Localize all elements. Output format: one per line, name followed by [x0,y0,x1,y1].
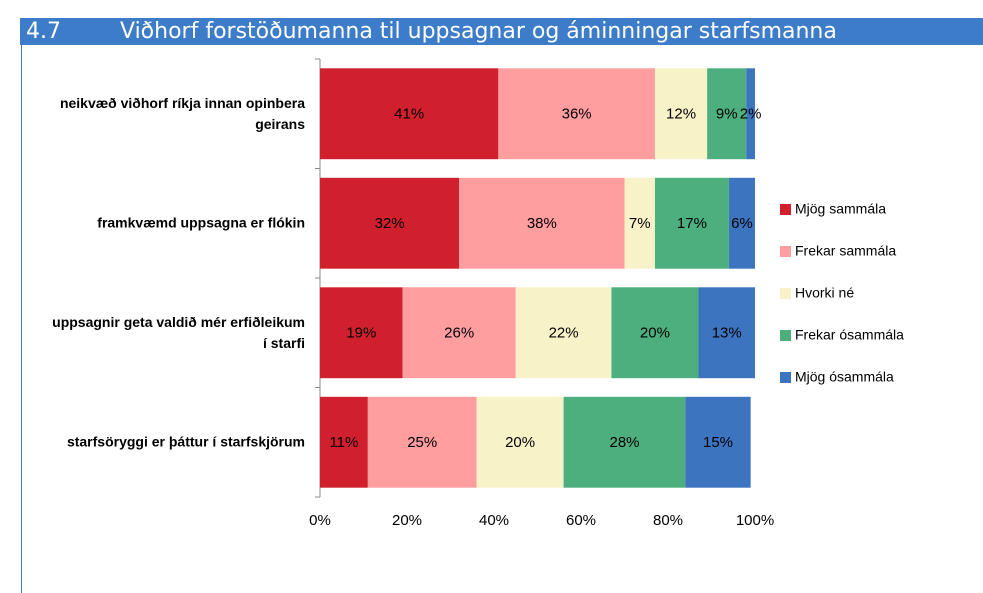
bar-segment [654,177,729,269]
bar-segment [624,177,655,269]
data-label: 2% [740,106,762,123]
bar-segment [459,177,625,269]
bar-segment [654,68,708,160]
data-label: 32% [375,215,405,232]
bar-segment [698,287,755,379]
bar-segment [367,396,477,488]
data-label: 17% [677,215,707,232]
bar-segment [476,396,564,488]
category-label: neikvæð viðhorf ríkja innan opinbera gei… [59,94,305,132]
x-tick-label: 40% [479,512,509,529]
x-tick-label: 80% [653,512,683,529]
legend-label: Mjög sammála [795,201,886,217]
x-tick-label: 20% [392,512,422,529]
legend-label: Hvorki né [795,285,854,301]
data-label: 22% [549,325,579,342]
data-label: 19% [346,325,376,342]
category-label: uppsagnir geta valdið mér erfiðleikum í … [52,313,305,351]
data-label: 7% [629,215,651,232]
legend-swatch [780,288,791,299]
data-label: 13% [712,325,742,342]
data-label: 41% [394,106,424,123]
data-label: 38% [527,215,557,232]
x-tick-label: 0% [309,512,331,529]
bar-segment [728,177,755,269]
data-label: 25% [407,434,437,451]
legend-swatch [780,330,791,341]
bar-segment [685,396,751,488]
bar-segment [320,177,460,269]
section-header: 4.7 Viðhorf forstöðumanna til uppsagnar … [20,18,983,45]
legend-swatch [780,204,791,215]
data-label: 20% [640,325,670,342]
legend-label: Mjög ósammála [795,369,894,385]
data-label: 36% [562,106,592,123]
x-tick-label: 60% [566,512,596,529]
data-label: 28% [609,434,639,451]
data-label: 12% [666,106,696,123]
bar-segment [402,287,516,379]
bar-segment [320,396,368,488]
side-rule [21,45,22,593]
x-tick-label: 100% [736,512,774,529]
bar-segment [515,287,612,379]
legend-label: Frekar sammála [795,243,896,259]
data-label: 15% [703,434,733,451]
data-label: 26% [444,325,474,342]
legend-swatch [780,372,791,383]
data-label: 11% [329,434,358,451]
bar-segment [563,396,686,488]
bar-segment [611,287,699,379]
category-label: framkvæmd uppsagna er flókin [97,214,305,231]
bar-segment [498,68,655,160]
data-label: 9% [716,106,738,123]
legend-label: Frekar ósammála [795,327,904,343]
bar-segment [320,287,403,379]
category-label: starfsöryggi er þáttur í starfskjörum [66,433,305,450]
chart-title: Viðhorf forstöðumanna til uppsagnar og á… [120,19,837,44]
section-number: 4.7 [26,19,61,44]
data-label: 20% [505,434,535,451]
bar-segment [707,68,747,160]
bar-segment [320,68,499,160]
data-label: 6% [731,215,753,232]
bar-segment [746,68,755,160]
legend-swatch [780,246,791,257]
